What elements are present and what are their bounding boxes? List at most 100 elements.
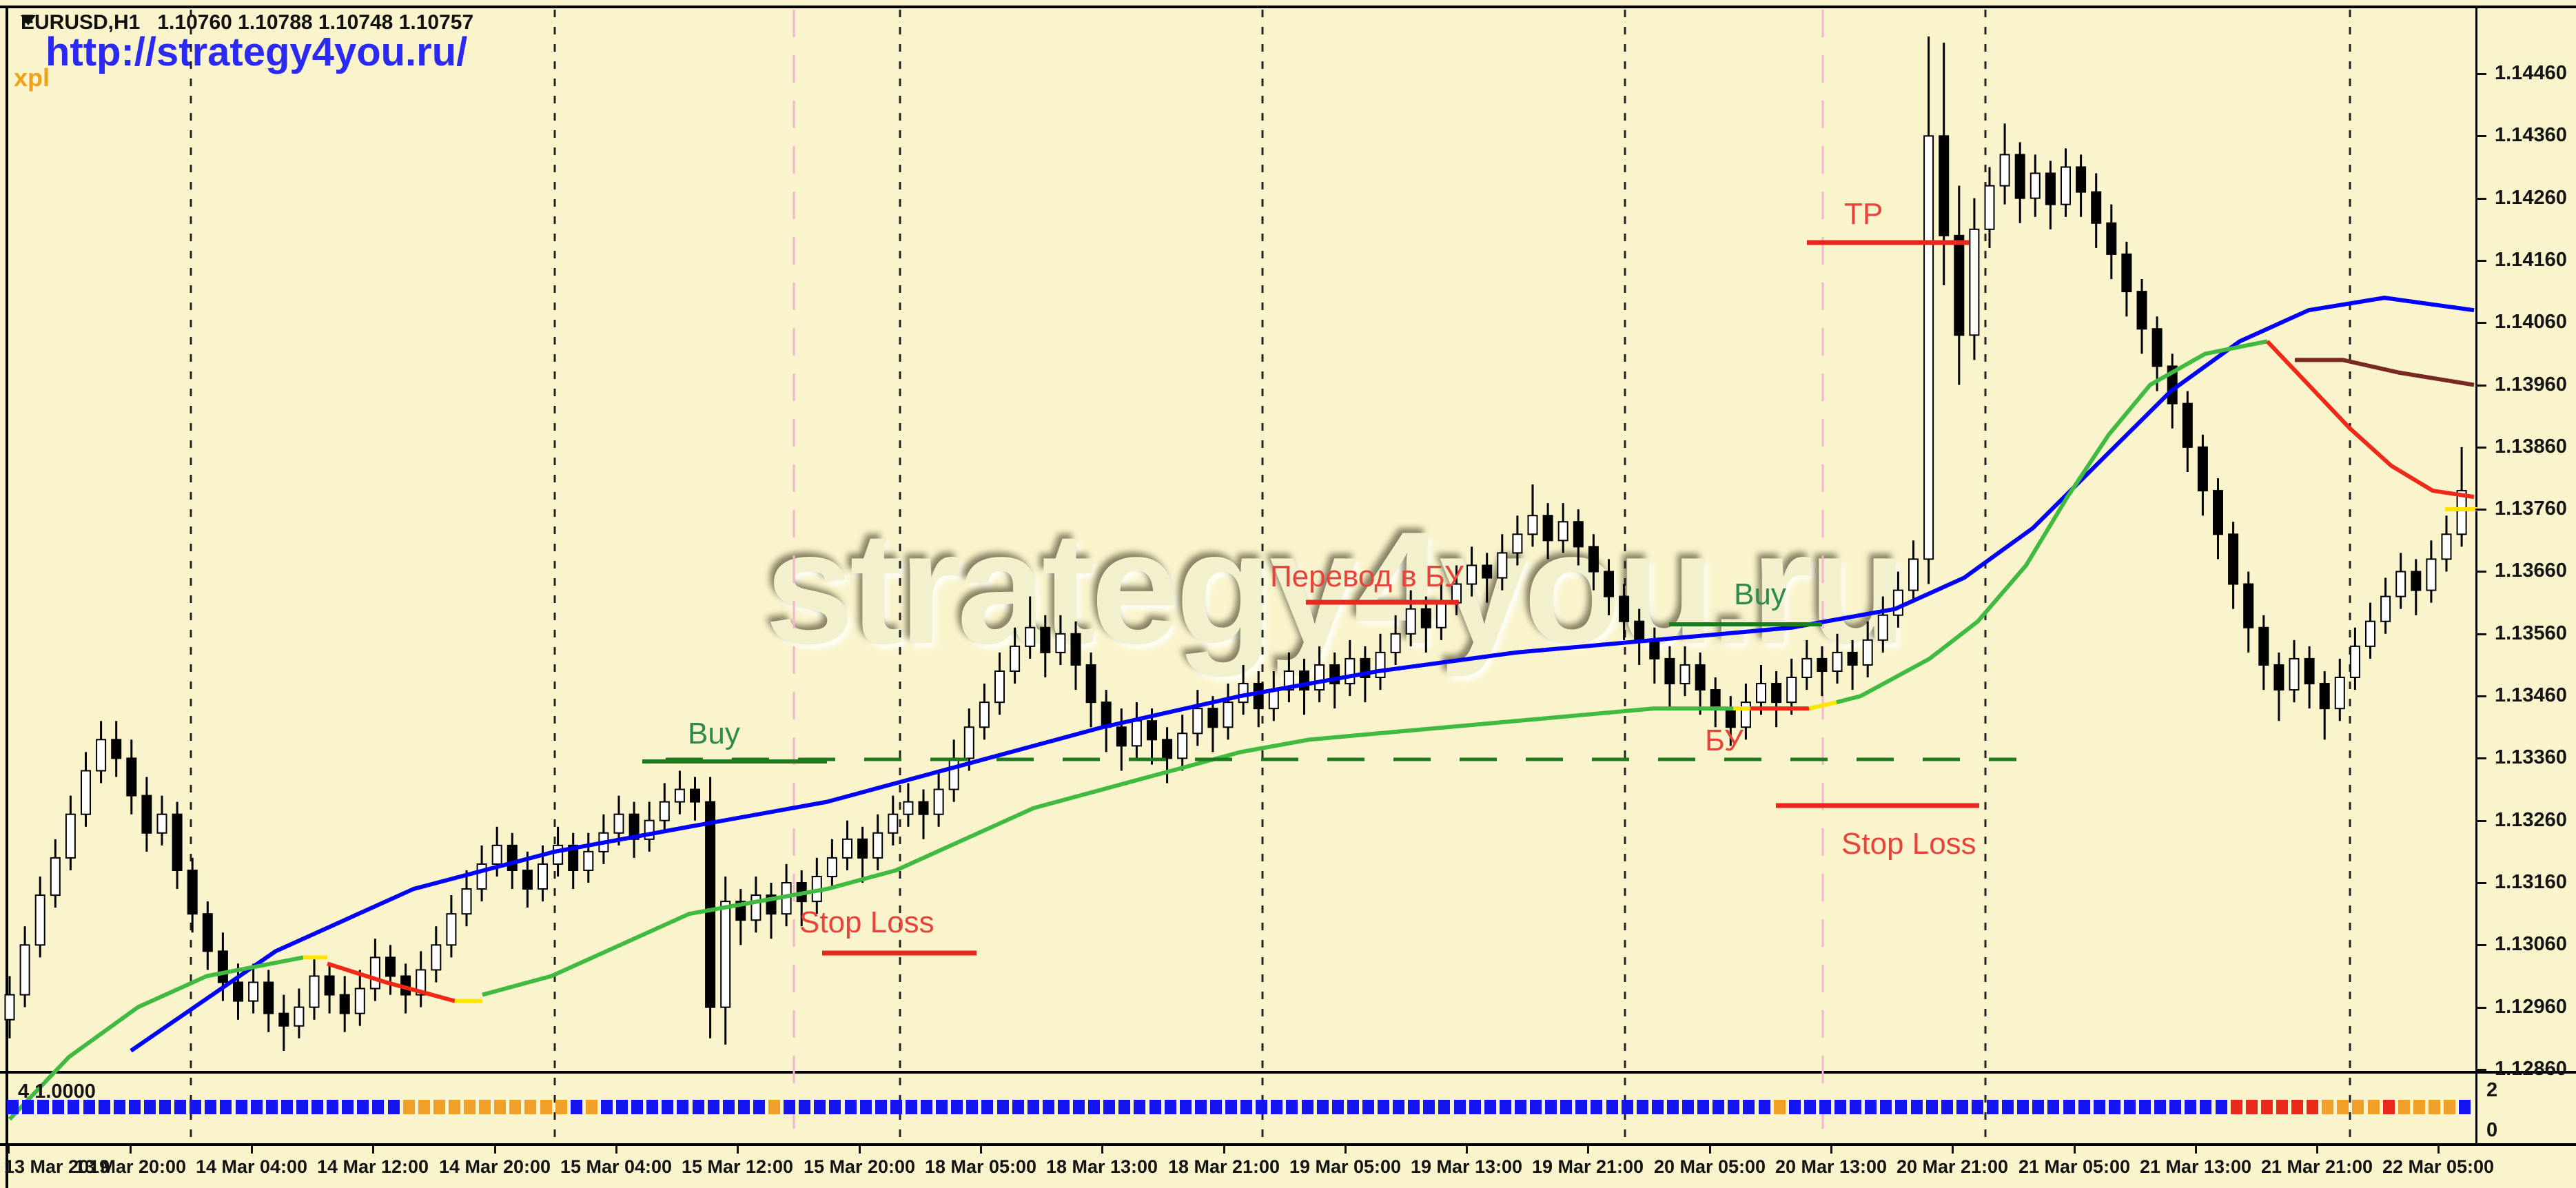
- indicator-square-blue: [1499, 1100, 1511, 1114]
- candle-body: [857, 838, 868, 859]
- strategy-url-text[interactable]: http://strategy4you.ru/: [45, 30, 468, 74]
- candle-body: [1801, 657, 1812, 679]
- indicator-square-blue: [1636, 1100, 1648, 1114]
- candle-body: [309, 975, 320, 1008]
- indicator-square-blue: [83, 1100, 95, 1114]
- candle-body: [2106, 222, 2117, 255]
- price-axis-tick: [2475, 509, 2486, 511]
- time-axis-label: 20 Mar 05:00: [1653, 1156, 1766, 1177]
- indicator-square-blue: [1895, 1100, 1908, 1114]
- time-axis-label: 14 Mar 04:00: [195, 1156, 308, 1177]
- time-axis-label: 21 Mar 13:00: [2139, 1156, 2252, 1177]
- time-axis-label: 22 Mar 05:00: [2382, 1156, 2495, 1177]
- candle-body: [1954, 234, 1965, 336]
- time-axis-tick: [1466, 1145, 1468, 1154]
- candle-body: [2151, 328, 2163, 367]
- indicator-square-blue: [1347, 1100, 1359, 1114]
- indicator-square-blue: [68, 1100, 80, 1114]
- candle-body: [1923, 135, 1934, 560]
- indicator-square-blue: [2215, 1100, 2227, 1114]
- indicator-square-blue: [113, 1100, 125, 1114]
- time-axis-label: 21 Mar 21:00: [2260, 1156, 2373, 1177]
- indicator-square-blue: [143, 1100, 156, 1114]
- indicator-square-blue: [1027, 1100, 1039, 1114]
- time-axis-tick: [2437, 1145, 2440, 1154]
- candle-body: [2091, 191, 2102, 224]
- indicator-square-blue: [737, 1100, 750, 1114]
- candle-body: [2228, 533, 2239, 585]
- ma-fast-green-segment: [482, 706, 1733, 997]
- time-axis-label: 18 Mar 05:00: [924, 1156, 1037, 1177]
- candle-body: [2441, 533, 2452, 560]
- candle-body: [948, 757, 959, 790]
- time-axis-label: 21 Mar 05:00: [2018, 1156, 2131, 1177]
- time-axis-tick: [8, 1145, 10, 1154]
- time-axis-label: 18 Mar 13:00: [1045, 1156, 1158, 1177]
- candle-body: [65, 813, 76, 859]
- candle-body: [126, 757, 137, 797]
- indicator-square-blue: [1134, 1100, 1146, 1114]
- indicator-square-orange: [2398, 1100, 2410, 1114]
- indicator-square-blue: [1012, 1100, 1024, 1114]
- time-axis-label: 19 Mar 13:00: [1410, 1156, 1523, 1177]
- indicator-square-red: [2307, 1100, 2319, 1114]
- indicator-square-blue: [1971, 1100, 1983, 1114]
- indicator-square-orange: [585, 1100, 597, 1114]
- candle-body: [1984, 185, 1995, 230]
- price-axis-tick: [2475, 197, 2486, 200]
- candle-body: [1588, 546, 1599, 573]
- candle-body: [1634, 620, 1645, 641]
- ma-blue-line: [130, 296, 2475, 1053]
- price-axis-tick: [2475, 322, 2486, 325]
- candle-body: [187, 869, 198, 915]
- indicator-square-blue: [2032, 1100, 2045, 1114]
- indicator-square-blue: [1743, 1100, 1755, 1114]
- indicator-square-blue: [1225, 1100, 1237, 1114]
- indicator-square-orange: [2444, 1100, 2455, 1114]
- indicator-square-blue: [1834, 1100, 1846, 1114]
- candle-body: [2136, 291, 2147, 330]
- indicator-square-blue: [372, 1100, 385, 1114]
- indicator-square-blue: [1438, 1100, 1451, 1114]
- price-axis-label: 1.13760: [2495, 498, 2567, 520]
- candle-body: [446, 913, 457, 946]
- price-axis-label: 1.13260: [2495, 808, 2567, 831]
- candle-body: [1482, 564, 1493, 579]
- candle-body: [2061, 166, 2071, 205]
- candle-body: [2273, 664, 2284, 691]
- frame-left-border: [6, 6, 8, 1188]
- indicator-square-blue: [2139, 1100, 2151, 1114]
- indicator-square-blue: [250, 1100, 263, 1114]
- annotation-text: Buy: [688, 717, 740, 750]
- candle-body: [324, 975, 335, 996]
- candle-body: [1710, 689, 1721, 710]
- candle-body: [1877, 614, 1888, 641]
- candle-body: [1573, 521, 1584, 548]
- annotation-text: Stop Loss: [799, 905, 934, 939]
- candle-body: [1223, 701, 1234, 728]
- indicator-square-blue: [905, 1100, 917, 1114]
- indicator-square-red: [2291, 1100, 2303, 1114]
- indicator-square-blue: [966, 1100, 979, 1114]
- candle-body: [1512, 533, 1523, 554]
- indicator-square-blue: [1788, 1100, 1801, 1114]
- indicator-square-blue: [296, 1100, 308, 1114]
- symbol-dropdown-icon[interactable]: [21, 15, 36, 25]
- candle-body: [1405, 608, 1416, 635]
- candle-body: [111, 739, 122, 759]
- indicator-square-orange: [2322, 1100, 2334, 1114]
- candle-body: [1116, 726, 1127, 747]
- candle-body: [19, 944, 30, 996]
- indicator-square-red: [2230, 1100, 2242, 1114]
- candle-body: [2380, 595, 2391, 622]
- candle-body: [2289, 657, 2300, 691]
- candle-body: [826, 857, 837, 877]
- candle-body: [674, 788, 685, 803]
- candle-body: [690, 788, 700, 803]
- ma-maroon-line: [2295, 358, 2475, 387]
- indicator-square-blue: [996, 1100, 1009, 1114]
- indicator-square-blue: [875, 1100, 887, 1114]
- indicator-square-blue: [1057, 1100, 1070, 1114]
- indicator-square-blue: [265, 1100, 278, 1114]
